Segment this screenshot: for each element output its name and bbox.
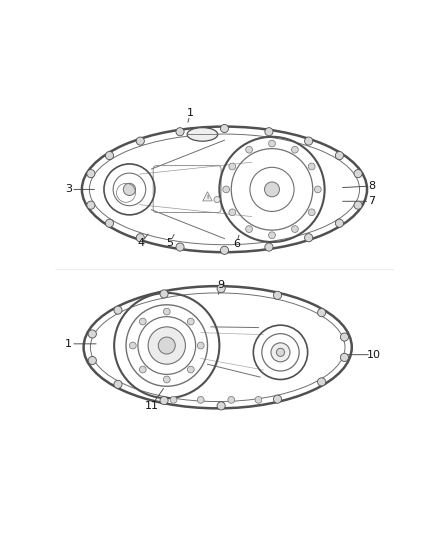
- Circle shape: [197, 397, 204, 403]
- Circle shape: [106, 151, 113, 159]
- Text: 11: 11: [145, 401, 159, 410]
- Text: 8: 8: [368, 181, 376, 191]
- Text: !: !: [206, 195, 208, 200]
- Circle shape: [336, 219, 343, 227]
- Circle shape: [130, 342, 136, 349]
- Circle shape: [304, 137, 313, 145]
- Circle shape: [114, 380, 122, 389]
- Circle shape: [265, 182, 279, 197]
- Circle shape: [292, 147, 298, 153]
- Circle shape: [197, 342, 204, 349]
- Circle shape: [268, 140, 276, 147]
- Circle shape: [255, 397, 262, 403]
- Circle shape: [229, 163, 236, 170]
- Circle shape: [276, 348, 285, 357]
- Circle shape: [304, 233, 313, 242]
- Text: 7: 7: [368, 196, 376, 206]
- Circle shape: [124, 183, 135, 196]
- Circle shape: [273, 291, 282, 300]
- Circle shape: [265, 127, 273, 136]
- Circle shape: [340, 353, 349, 361]
- Text: 1: 1: [187, 108, 194, 118]
- Circle shape: [292, 225, 298, 232]
- Circle shape: [314, 186, 321, 193]
- Circle shape: [136, 233, 145, 242]
- Text: 9: 9: [218, 280, 225, 290]
- Circle shape: [265, 243, 273, 251]
- Circle shape: [318, 309, 326, 317]
- Circle shape: [318, 378, 326, 386]
- Circle shape: [176, 127, 184, 136]
- Circle shape: [228, 397, 235, 403]
- Circle shape: [160, 397, 168, 405]
- Circle shape: [214, 197, 220, 203]
- Circle shape: [87, 169, 95, 177]
- Circle shape: [246, 147, 252, 153]
- Circle shape: [139, 366, 146, 373]
- Circle shape: [148, 327, 185, 364]
- Circle shape: [88, 357, 96, 365]
- Circle shape: [176, 243, 184, 251]
- Circle shape: [187, 318, 194, 325]
- Circle shape: [220, 124, 229, 133]
- Circle shape: [220, 246, 229, 254]
- Circle shape: [229, 209, 236, 216]
- Text: 10: 10: [367, 350, 381, 360]
- Circle shape: [163, 376, 170, 383]
- Circle shape: [160, 290, 168, 298]
- Circle shape: [223, 186, 230, 193]
- Text: 1: 1: [65, 339, 72, 349]
- Circle shape: [354, 169, 362, 177]
- Text: 3: 3: [65, 184, 72, 195]
- Circle shape: [268, 232, 276, 239]
- Circle shape: [88, 330, 96, 338]
- Circle shape: [340, 333, 349, 341]
- Circle shape: [170, 397, 177, 403]
- Circle shape: [217, 285, 225, 293]
- Circle shape: [336, 151, 343, 159]
- Circle shape: [136, 137, 145, 145]
- Circle shape: [163, 308, 170, 315]
- Circle shape: [308, 209, 315, 216]
- Circle shape: [139, 318, 146, 325]
- Polygon shape: [203, 192, 212, 201]
- Ellipse shape: [187, 127, 218, 141]
- Text: 6: 6: [233, 239, 240, 249]
- Circle shape: [106, 219, 113, 227]
- Text: 5: 5: [167, 238, 173, 248]
- Circle shape: [217, 402, 225, 410]
- Circle shape: [87, 201, 95, 209]
- Circle shape: [354, 201, 362, 209]
- Circle shape: [114, 306, 122, 314]
- Circle shape: [271, 343, 290, 362]
- Circle shape: [246, 225, 252, 232]
- Text: 4: 4: [138, 238, 145, 248]
- Circle shape: [273, 395, 282, 403]
- Circle shape: [158, 337, 175, 354]
- Circle shape: [187, 366, 194, 373]
- Circle shape: [308, 163, 315, 170]
